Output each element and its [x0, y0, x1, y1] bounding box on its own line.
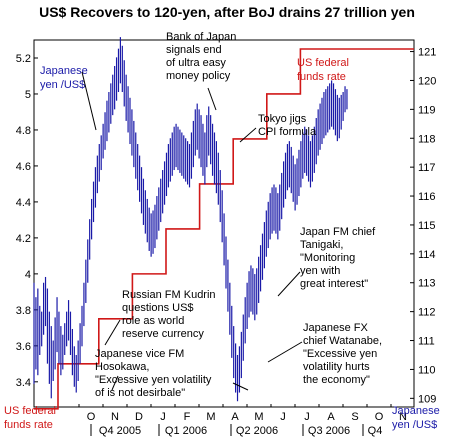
annotation-pointer [277, 271, 301, 297]
month-tick-label: J [304, 411, 310, 423]
month-tick-label: O [375, 411, 384, 423]
annotation-pointer [104, 319, 121, 346]
month-tick-label: M [254, 411, 263, 423]
left-axis: 5.2 5 4.8 4.6 4.4 4.2 4 3.8 3.6 3.4 [16, 53, 38, 389]
annotation-line: signals end [166, 44, 222, 56]
annotation-pointer [239, 127, 257, 143]
plot-frame [33, 39, 415, 408]
legend-yen-right: Japanese yen /US$ [392, 405, 440, 431]
legend-yen-left: Japanese yen /US$ [40, 65, 88, 91]
month-tick-label: N [399, 411, 407, 423]
right-tick-label: 117 [418, 162, 436, 174]
annotation-line: Japan FM chief [300, 226, 376, 238]
right-tick-label: 119 [418, 104, 436, 116]
annotation-line: Russian FM Kudrin [122, 289, 216, 301]
month-tick-label: N [111, 411, 119, 423]
annotation-line: "Monitoring [300, 252, 355, 264]
right-tick-label: 118 [418, 133, 436, 145]
annotation-pointer [232, 382, 249, 391]
annotation-line: Japanese vice FM [95, 348, 184, 360]
right-tick-label: 112 [418, 307, 436, 319]
month-tick-label: F [184, 411, 191, 423]
quarter-tick-label: Q2 2006 [236, 425, 278, 437]
legend-fed-top-line: US federal [297, 57, 349, 69]
right-tick-label: 113 [418, 278, 436, 290]
annotation-line: Japanese FX [303, 322, 368, 334]
legend-fed-bottom-line: US federal [4, 405, 56, 417]
annotation-line: role as world [122, 315, 184, 327]
annotation-line: Tanigaki, [300, 239, 343, 251]
annotation-pointer [81, 71, 97, 131]
annotation-line: of is not desirbale" [95, 387, 185, 399]
left-tick-label: 3.4 [16, 377, 31, 389]
month-tick-label: A [231, 411, 239, 423]
legend-fed-bottom-line: funds rate [4, 419, 53, 431]
legend-fed-top: US federal funds rate [297, 57, 349, 83]
right-tick-label: 120 [418, 75, 436, 87]
month-tick-label: S [351, 411, 358, 423]
right-tick-label: 115 [418, 220, 436, 232]
annotation-line: reserve currency [122, 328, 204, 340]
quarter-tick-label: Q3 2006 [308, 425, 350, 437]
quarter-tick-label: Q1 2006 [165, 425, 207, 437]
month-tick-label: M [206, 411, 215, 423]
annotation-line: yen with [300, 265, 340, 277]
annotation-line: great interest" [300, 278, 368, 290]
left-tick-label: 3.6 [16, 341, 31, 353]
quarter-tick-label: Q4 [368, 425, 383, 437]
annotation-line: Bank of Japan [166, 31, 236, 43]
quarter-axis: Q4 2005 Q1 2006 Q2 2006 Q3 2006 Q4 [90, 424, 383, 437]
annotation-line: chief Watanabe, [303, 335, 382, 347]
annotation-line: CPI formula [258, 126, 317, 138]
right-tick-label: 121 [418, 47, 436, 59]
annotation-line: money policy [166, 70, 231, 82]
left-tick-label: 3.8 [16, 305, 31, 317]
right-tick-label: 109 [418, 393, 436, 405]
yen-series [33, 37, 348, 402]
left-tick-label: 4.4 [16, 197, 31, 209]
right-tick-label: 114 [418, 249, 436, 261]
annotation-pointer [111, 375, 119, 391]
fed-funds-series [34, 48, 414, 410]
annotation-line: questions US$ [122, 302, 194, 314]
annotation-line: volatility hurts [303, 361, 370, 373]
annotation-pointer [207, 87, 217, 111]
right-tick-label: 110 [418, 364, 436, 376]
month-tick-label: O [87, 411, 96, 423]
fed-funds-step-line [34, 48, 414, 410]
left-tick-label: 4.2 [16, 233, 31, 245]
legend-yen-left-line: yen /US$ [40, 79, 85, 91]
left-tick-label: 5.2 [16, 53, 31, 65]
month-tick-label: D [135, 411, 143, 423]
annotation-line: Tokyo jigs [258, 113, 307, 125]
right-tick-label: 116 [418, 191, 436, 203]
legend-yen-right-line: yen /US$ [392, 419, 437, 431]
right-axis: 121 120 119 118 117 116 115 114 113 112 111 110 109 [410, 47, 436, 405]
annotation-pointer [267, 341, 303, 363]
left-tick-label: 4.8 [16, 125, 31, 137]
left-tick-label: 4.6 [16, 161, 31, 173]
annotation-line: "Excessive yen [303, 348, 377, 360]
quarter-tick-label: Q4 2005 [99, 425, 141, 437]
annotation-line: "Excessive yen volatility [95, 374, 212, 386]
annotation-line: Hosokawa, [95, 361, 149, 373]
left-tick-label: 4 [25, 269, 31, 281]
annotation-line: the economy" [303, 374, 370, 386]
chart-title: US$ Recovers to 120-yen, after BoJ drain… [39, 4, 415, 20]
right-tick-label: 111 [418, 336, 435, 348]
month-tick-label: J [160, 411, 166, 423]
legend-yen-left-line: Japanese [40, 65, 88, 77]
annotation-line: of ultra easy [166, 57, 226, 69]
month-tick-label: J [280, 411, 286, 423]
left-tick-label: 5 [25, 89, 31, 101]
legend-fed-bottom: US federal funds rate [4, 405, 56, 431]
month-tick-label: A [327, 411, 335, 423]
legend-yen-right-line: Japanese [392, 405, 440, 417]
legend-fed-top-line: funds rate [297, 71, 346, 83]
